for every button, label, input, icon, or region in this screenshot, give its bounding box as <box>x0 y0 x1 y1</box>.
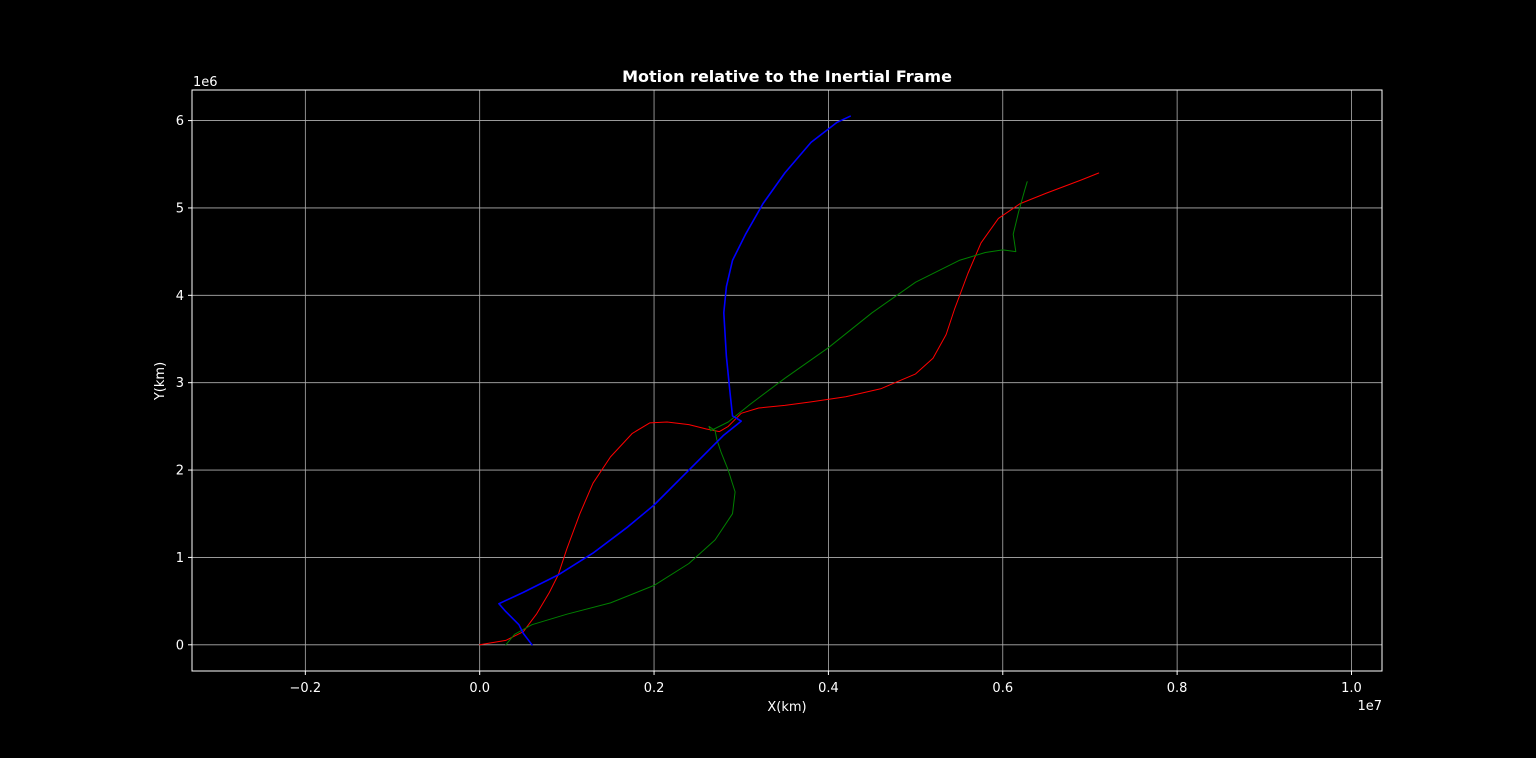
y-tick-label: 5 <box>176 201 184 216</box>
y-tick-label: 4 <box>176 289 184 304</box>
grid <box>192 90 1382 671</box>
y-tick-label: 3 <box>176 376 184 391</box>
y-tick-label: 0 <box>176 638 184 653</box>
y-axis-offset-label: 1e6 <box>193 75 218 90</box>
y-axis-label: Y(km) <box>153 362 168 401</box>
x-tick-label: −0.2 <box>290 681 322 696</box>
series-line-2 <box>505 181 1028 646</box>
y-tick-label: 2 <box>176 464 184 479</box>
x-tick-label: 0.0 <box>469 681 490 696</box>
x-tick-label: 0.2 <box>644 681 665 696</box>
series-line-1 <box>479 172 1100 646</box>
series-group <box>479 115 1100 646</box>
chart-title: Motion relative to the Inertial Frame <box>622 67 952 86</box>
x-tick-label: 0.4 <box>818 681 839 696</box>
axes-frame <box>191 89 1383 672</box>
series-line-3 <box>498 115 852 646</box>
x-axis-offset-label: 1e7 <box>1357 699 1382 714</box>
x-tick-label: 0.8 <box>1167 681 1188 696</box>
y-tick-label: 6 <box>176 114 184 129</box>
x-tick-label: 1.0 <box>1341 681 1362 696</box>
ticks: −0.2 0.0 0.2 0.4 0.6 0.8 1.0 0 1 2 3 4 5 6 <box>176 114 1362 696</box>
x-tick-label: 0.6 <box>992 681 1013 696</box>
x-axis-label: X(km) <box>767 700 806 715</box>
y-tick-label: 1 <box>176 551 184 566</box>
